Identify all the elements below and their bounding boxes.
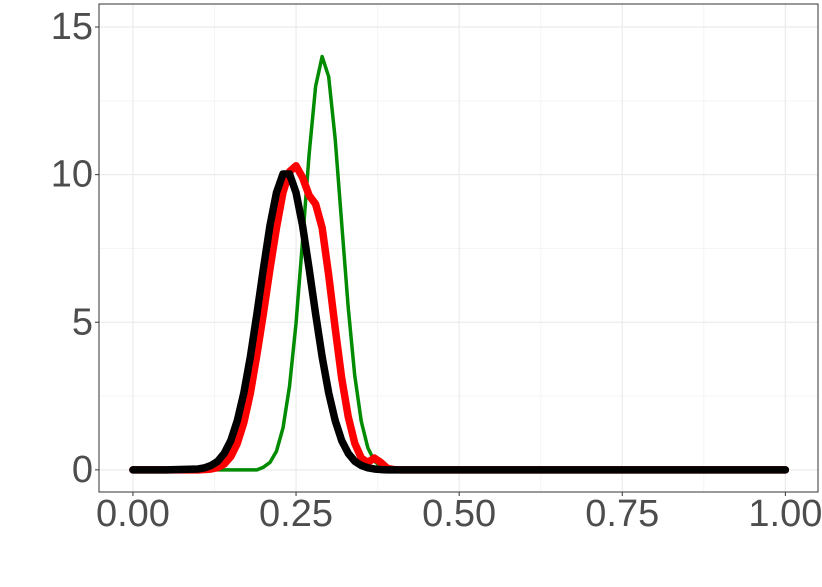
x-tick-label: 0.75 [585,493,659,535]
series-line [129,170,790,474]
x-tick-label: 0.00 [96,493,170,535]
x-tick-label: 0.50 [422,493,496,535]
plot-border [98,3,819,493]
y-tick-label: 15 [51,6,93,48]
x-tick-label: 1.00 [748,493,822,535]
y-tick-label: 0 [72,449,93,491]
x-tick-label: 0.25 [259,493,333,535]
y-tick-label: 5 [72,301,93,343]
y-tick-label: 10 [51,154,93,196]
